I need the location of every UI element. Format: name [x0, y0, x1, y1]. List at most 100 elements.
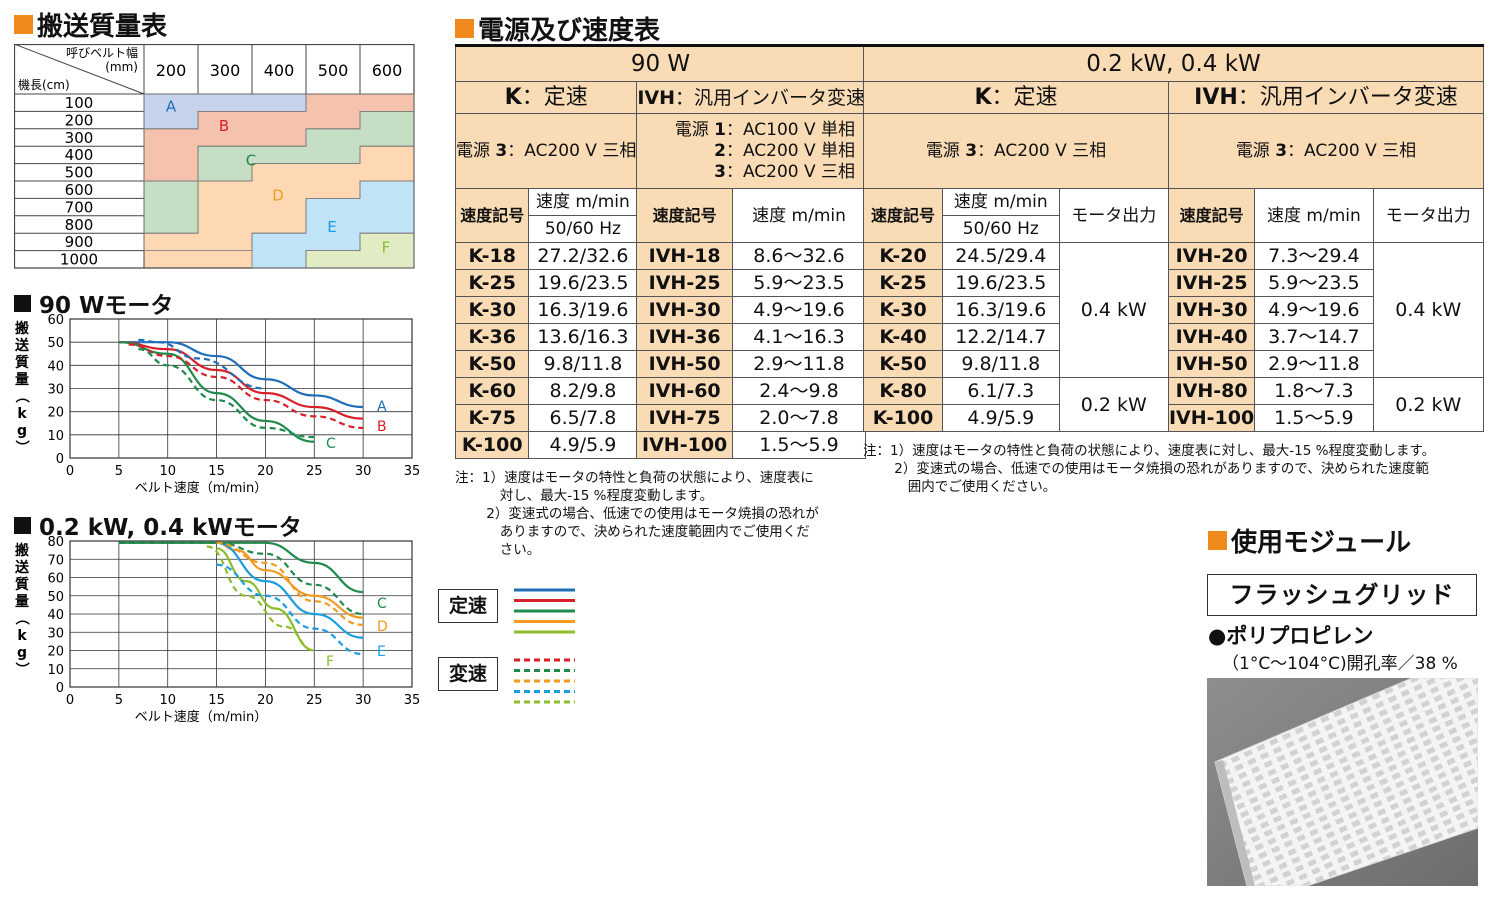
black-square-icon — [14, 516, 31, 534]
speed-code-cell: IVH-30 — [636, 296, 733, 324]
x-tick-label: 0 — [66, 464, 74, 479]
y-axis-label: k — [17, 406, 27, 422]
speed-code-cell: K-18 — [454, 242, 530, 270]
x-tick-label: 0 — [66, 693, 74, 708]
y-tick-label: 30 — [47, 626, 64, 641]
motor-output-cell: 0.4 kW — [1058, 242, 1169, 378]
orange-square-icon — [455, 19, 474, 38]
y-axis-label: g — [17, 645, 27, 661]
y-tick-label: 80 — [47, 535, 64, 550]
table90-code-col: 速度記号 — [454, 188, 530, 243]
speed-code-cell: K-60 — [454, 377, 530, 405]
table-row: K-80 6.1/7.3 0.2 kW IVH-80 1.8～7.3 0.2 kW — [862, 377, 1485, 432]
speed-code-cell: K-30 — [862, 296, 944, 324]
length-label: 900 — [65, 233, 94, 251]
table04-k-power: 電源 3：AC200 V 三相 — [863, 113, 1169, 189]
module-material: ●ポリプロピレン — [1208, 624, 1374, 648]
table90-ivh-header: IVH：汎用インバータ変速 — [636, 81, 867, 114]
y-axis-label: 送 — [14, 337, 30, 354]
x-tick-label: 25 — [306, 464, 323, 479]
speed-code-cell: K-40 — [862, 323, 944, 351]
table-row: K-30 16.3/19.6 IVH-30 4.9～19.6 — [454, 296, 867, 324]
table-row: K-60 8.2/9.8 IVH-60 2.4～9.8 — [454, 377, 867, 405]
zone-label-e: E — [327, 218, 336, 236]
y-tick-label: 20 — [47, 645, 64, 660]
x-tick-label: 15 — [208, 464, 225, 479]
speed-code-cell: K-25 — [454, 269, 530, 297]
series-a-solid — [118, 341, 364, 409]
series-end-label: B — [377, 419, 387, 435]
table-row: K-50 9.8/11.8 IVH-50 2.9～11.8 — [862, 350, 1484, 378]
speed-code-cell: K-20 — [862, 242, 944, 270]
x-tick-label: 25 — [306, 693, 323, 708]
speed-value-cell: 1.5～5.9 — [731, 431, 867, 459]
table90-notes: 注：1）速度はモータの特性と負荷の状態により、速度表に 対し、最大-15 %程度… — [455, 470, 819, 558]
y-axis-label: 搬 — [15, 542, 29, 559]
legend-lines — [514, 588, 575, 704]
y-axis-label: ） — [14, 440, 29, 454]
speed-value-cell: 3.7～14.7 — [1254, 323, 1374, 351]
x-tick-label: 5 — [115, 464, 123, 479]
speed-code-cell: IVH-25 — [636, 269, 733, 297]
table90-header: 90 W — [454, 45, 867, 82]
table04-motor-col: モータ出力 — [1058, 188, 1169, 243]
chart-04kw: 0 5 10 15 20 25 30 3501020304050607080ベルト速度（m/m… — [14, 535, 420, 725]
length-label: 100 — [65, 94, 94, 112]
table-row: K-30 16.3/19.6 IVH-30 4.9～19.6 — [862, 296, 1484, 324]
power-title: 電源及び速度表 — [455, 10, 660, 47]
speed-value-cell: 9.8/11.8 — [942, 350, 1060, 378]
table04-hz: 50/60 Hz — [942, 215, 1060, 243]
y-tick-label: 0 — [56, 452, 64, 467]
speed-value-cell: 9.8/11.8 — [528, 350, 638, 378]
table-row: K-100 4.9/5.9 IVH-100 1.5～5.9 — [454, 431, 867, 459]
table04-ivh-motor-col: モータ出力 — [1372, 188, 1485, 243]
legend-var-label: 変速 — [438, 657, 498, 691]
series-a-dashed — [138, 338, 266, 390]
module-spec: （1°C～104°C)開孔率／38 % — [1222, 654, 1458, 674]
chart1-title: 90 Wモータ — [14, 286, 173, 320]
speed-value-cell: 4.9～19.6 — [731, 296, 867, 324]
speed-value-cell: 2.9～11.8 — [1254, 350, 1374, 378]
speed-code-cell: IVH-50 — [1167, 350, 1256, 378]
y-tick-label: 60 — [47, 572, 64, 587]
width-header: 300 — [210, 61, 241, 80]
speed-code-cell: IVH-30 — [1167, 296, 1256, 324]
speed-value-cell: 5.9～23.5 — [731, 269, 867, 297]
y-tick-label: 60 — [47, 314, 64, 328]
speed-code-cell: K-75 — [454, 404, 530, 432]
zone-label-a: A — [166, 97, 177, 115]
speed-code-cell: IVH-20 — [1167, 242, 1256, 270]
speed-code-cell: K-80 — [862, 377, 944, 405]
speed-value-cell: 4.9～19.6 — [1254, 296, 1374, 324]
series-end-label: D — [377, 619, 388, 635]
y-tick-label: 50 — [47, 336, 64, 351]
width-header: 200 — [156, 61, 187, 80]
module-photo — [1207, 678, 1478, 886]
speed-value-cell: 12.2/14.7 — [942, 323, 1060, 351]
y-axis-label: ） — [14, 662, 29, 676]
speed-code-cell: K-100 — [454, 431, 530, 459]
table04-ivh-speed-col: 速度 m/min — [1254, 188, 1374, 243]
y-axis-label: 搬 — [15, 320, 29, 337]
speed-code-cell: IVH-100 — [1167, 404, 1256, 432]
y-axis-label: 質 — [15, 354, 29, 371]
black-square-icon — [14, 294, 31, 312]
corner-bottom: 機長(cm) — [18, 77, 70, 92]
y-tick-label: 50 — [47, 590, 64, 605]
speed-value-cell: 6.1/7.3 — [942, 377, 1060, 405]
speed-code-cell: IVH-40 — [1167, 323, 1256, 351]
speed-value-cell: 4.1～16.3 — [731, 323, 867, 351]
x-tick-label: 30 — [355, 693, 372, 708]
length-label: 800 — [65, 216, 94, 234]
series-e-dashed — [216, 563, 364, 656]
table04-ivh-code-col: 速度記号 — [1167, 188, 1256, 243]
speed-code-cell: IVH-25 — [1167, 269, 1256, 297]
orange-square-icon — [14, 15, 33, 34]
y-axis-label: k — [17, 628, 27, 644]
y-tick-label: 0 — [56, 681, 64, 696]
y-tick-label: 10 — [47, 429, 64, 444]
speed-value-cell: 19.6/23.5 — [942, 269, 1060, 297]
length-label: 300 — [65, 129, 94, 147]
x-tick-label: 35 — [404, 464, 421, 479]
table-row: K-36 13.6/16.3 IVH-36 4.1～16.3 — [454, 323, 867, 351]
